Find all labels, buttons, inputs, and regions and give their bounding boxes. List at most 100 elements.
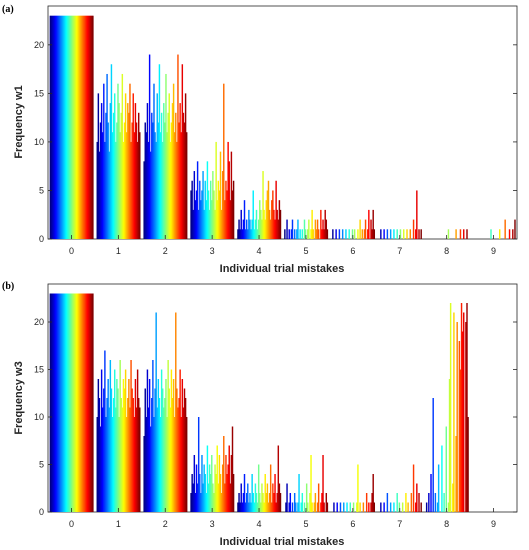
bar-a-bin6-s17 <box>348 229 350 239</box>
bar-a-bin0-s16 <box>66 15 68 239</box>
bar-b-bin8-s2 <box>425 502 428 512</box>
bar-a-bin1-s3 <box>98 151 101 240</box>
bar-b-bin1-s8 <box>104 350 106 512</box>
bar-b-bin3-s30 <box>221 464 224 512</box>
bar-a-bin5-s38 <box>324 209 326 240</box>
bar-a-bin0-s23 <box>73 15 76 239</box>
bar-b-bin4-s32 <box>271 502 273 512</box>
x-tick-label-a: 3 <box>210 246 215 256</box>
bar-b-bin8-s4 <box>428 493 430 512</box>
bar-a-bin6-s20 <box>351 229 354 239</box>
bar-a-bin3-s34 <box>226 190 228 239</box>
bar-b-bin0-s36 <box>87 293 90 512</box>
bar-a-bin0-s18 <box>68 15 70 239</box>
x-tick-label-a: 7 <box>397 246 402 256</box>
bar-a-bin6-s27 <box>359 219 361 239</box>
bar-a-bin4-s30 <box>268 209 271 240</box>
bar-a-bin0-s31 <box>82 15 84 239</box>
bar-b-bin7-s18 <box>396 493 398 512</box>
bar-b-bin6-s21 <box>352 502 355 512</box>
bar-b-bin4-s38 <box>277 445 280 512</box>
bar-a-bin0-s2 <box>50 15 53 239</box>
bar-a-bin4-s1 <box>237 229 239 239</box>
bar-b-bin3-s31 <box>223 436 225 512</box>
bar-b-bin1-s29 <box>127 398 129 512</box>
bar-b-bin8-s13 <box>437 464 440 512</box>
bar-a-bin4-s31 <box>269 219 272 239</box>
bar-b-bin4-s7 <box>243 474 246 512</box>
bar-b-bin2-s24 <box>168 388 170 512</box>
bar-a-bin4-s37 <box>276 209 278 240</box>
bar-a-bin5-s15 <box>299 229 301 239</box>
bar-b-bin6-s18 <box>349 502 352 512</box>
bar-b-bin3-s6 <box>195 464 198 512</box>
bar-b-bin4-s24 <box>262 493 264 512</box>
bar-a-bin5-s22 <box>307 229 309 239</box>
bar-a-bin7-s9 <box>386 229 389 239</box>
bar-a-bin3-s36 <box>228 161 230 239</box>
bar-b-bin5-s22 <box>307 502 309 512</box>
bar-a-bin6-s31 <box>363 229 366 239</box>
bar-a-bin6-s11 <box>341 229 344 239</box>
bar-a-bin5-s23 <box>308 219 310 239</box>
x-tick-label-b: 1 <box>116 519 121 529</box>
bar-b-bin3-s38 <box>230 455 233 512</box>
bar-a-bin2-s34 <box>179 103 181 239</box>
bars-b <box>49 293 469 512</box>
bar-a-bin1-s40 <box>139 132 141 239</box>
bar-b-bin5-s40 <box>326 502 329 512</box>
bar-a-bin0-s8 <box>57 15 59 239</box>
bar-a-bin0-s30 <box>81 15 83 239</box>
bar-a-bin9-s26 <box>499 229 501 239</box>
bar-a-bin4-s40 <box>279 209 282 240</box>
bar-b-bin3-s7 <box>196 483 199 512</box>
bar-b-bin8-s18 <box>443 493 445 512</box>
bar-a-bin4-s11 <box>248 209 250 240</box>
bar-b-bin8-s16 <box>441 445 443 512</box>
bar-a-bin6-s40 <box>373 229 376 239</box>
bar-a-bin4-s7 <box>243 200 246 239</box>
bar-a-bin7-s35 <box>415 229 417 239</box>
bar-b-bin2-s38 <box>183 388 186 512</box>
bar-b-bin4-s15 <box>252 493 254 512</box>
bar-a-bin1-s31 <box>129 83 131 239</box>
bar-a-bin3-s30 <box>221 171 224 239</box>
bar-b-bin5-s16 <box>300 502 302 512</box>
bar-b-bin5-s21 <box>305 483 308 512</box>
bar-b-bin2-s1 <box>143 436 145 512</box>
bar-b-bin6-s25 <box>357 464 359 512</box>
bar-b-bin8-s40 <box>467 417 469 512</box>
bar-a-bin4-s2 <box>238 219 240 239</box>
bar-b-bin2-s19 <box>163 407 165 512</box>
panel-label-b: (b) <box>2 281 14 292</box>
bar-a-bin2-s16 <box>159 132 162 239</box>
bar-b-bin8-s10 <box>434 493 437 512</box>
bar-b-bin8-s26 <box>452 483 454 512</box>
bar-b-bin1-s28 <box>125 417 128 512</box>
bar-a-bin5-s34 <box>320 209 322 240</box>
bar-b-bin0-s6 <box>55 293 57 512</box>
bar-b-bin0-s8 <box>57 293 59 512</box>
bar-a-bin3-s12 <box>202 171 204 239</box>
y-tick-label-a: 15 <box>34 88 44 98</box>
bar-a-bin0-s29 <box>80 15 82 239</box>
bar-b-bin2-s26 <box>170 369 173 512</box>
bar-a-bin0-s36 <box>87 15 90 239</box>
bar-b-bin4-s16 <box>253 502 256 512</box>
bar-a-bin4-s8 <box>244 229 247 239</box>
bar-b-bin4-s10 <box>247 483 249 512</box>
bar-a-bin7-s24 <box>403 229 405 239</box>
bar-a-bin5-s8 <box>291 219 294 239</box>
y-tick-label-a: 0 <box>39 234 44 244</box>
bar-a-bin3-s20 <box>211 200 213 239</box>
bar-b-bin1-s25 <box>122 379 125 512</box>
bar-b-bin3-s15 <box>205 493 208 512</box>
bar-a-bin3-s22 <box>213 190 215 239</box>
bar-b-bin1-s24 <box>121 407 124 512</box>
bar-b-bin1-s12 <box>108 407 110 512</box>
bar-b-bin4-s29 <box>267 502 270 512</box>
bar-a-bin3-s13 <box>203 209 205 240</box>
bar-a-bin4-s28 <box>266 190 269 239</box>
bar-a-bin9-s38 <box>512 229 514 239</box>
bar-a-bin3-s25 <box>216 200 218 239</box>
